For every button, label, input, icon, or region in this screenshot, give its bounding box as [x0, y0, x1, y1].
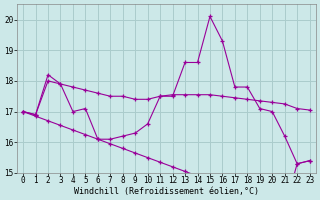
X-axis label: Windchill (Refroidissement éolien,°C): Windchill (Refroidissement éolien,°C): [74, 187, 259, 196]
